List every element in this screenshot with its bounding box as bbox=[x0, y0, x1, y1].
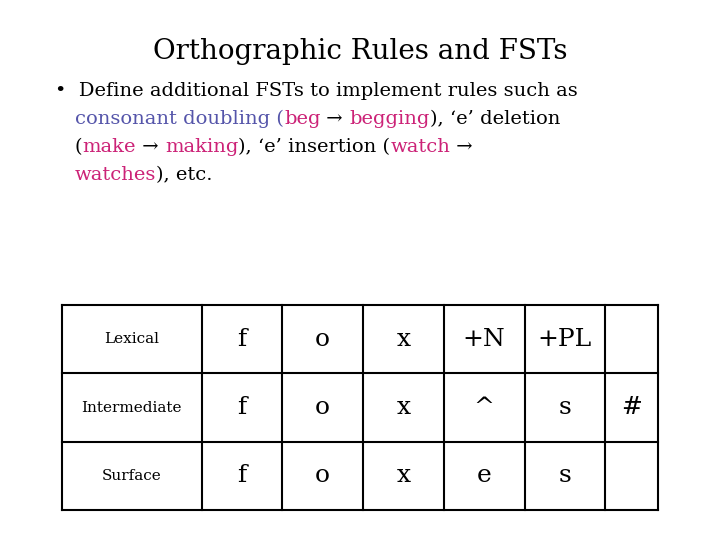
Text: (: ( bbox=[75, 138, 83, 156]
Text: o: o bbox=[315, 396, 330, 419]
Text: x: x bbox=[397, 328, 410, 350]
Text: beg: beg bbox=[284, 110, 320, 128]
Text: o: o bbox=[315, 464, 330, 487]
Text: f: f bbox=[238, 464, 247, 487]
Text: e: e bbox=[477, 464, 492, 487]
Text: ), etc.: ), etc. bbox=[156, 166, 213, 184]
Text: x: x bbox=[397, 464, 410, 487]
Text: make: make bbox=[83, 138, 136, 156]
Text: watches: watches bbox=[75, 166, 156, 184]
Text: •  Define additional FSTs to implement rules such as: • Define additional FSTs to implement ru… bbox=[55, 82, 577, 100]
Text: Surface: Surface bbox=[102, 469, 162, 483]
Text: f: f bbox=[238, 396, 247, 419]
Text: x: x bbox=[397, 396, 410, 419]
Text: #: # bbox=[621, 396, 642, 419]
Text: ), ‘e’ deletion: ), ‘e’ deletion bbox=[430, 110, 560, 128]
Text: making: making bbox=[165, 138, 238, 156]
Text: Intermediate: Intermediate bbox=[81, 401, 182, 415]
Text: ), ‘e’ insertion (: ), ‘e’ insertion ( bbox=[238, 138, 390, 156]
Text: +N: +N bbox=[463, 328, 505, 350]
Text: consonant doubling (: consonant doubling ( bbox=[75, 110, 284, 128]
Text: +PL: +PL bbox=[538, 328, 592, 350]
Text: →: → bbox=[451, 138, 473, 156]
Text: o: o bbox=[315, 328, 330, 350]
Text: s: s bbox=[559, 464, 571, 487]
Text: Lexical: Lexical bbox=[104, 332, 159, 346]
Text: f: f bbox=[238, 328, 247, 350]
Text: begging: begging bbox=[349, 110, 430, 128]
Text: →: → bbox=[136, 138, 165, 156]
Text: s: s bbox=[559, 396, 571, 419]
Text: →: → bbox=[320, 110, 349, 128]
Text: Orthographic Rules and FSTs: Orthographic Rules and FSTs bbox=[153, 38, 567, 65]
Text: watch: watch bbox=[390, 138, 451, 156]
Text: ^: ^ bbox=[474, 396, 495, 419]
